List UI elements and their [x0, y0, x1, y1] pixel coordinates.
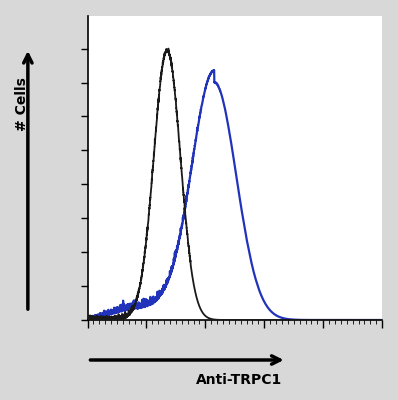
Text: Anti-TRPC1: Anti-TRPC1	[196, 373, 282, 387]
Text: # Cells: # Cells	[15, 77, 29, 131]
